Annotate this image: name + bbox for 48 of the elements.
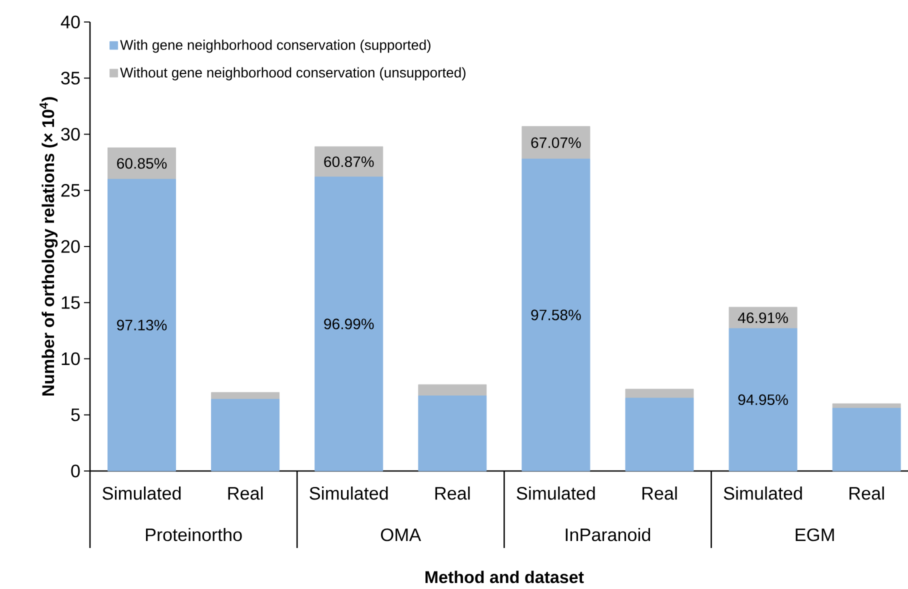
y-tick-label: 10 [62,352,80,366]
bar [625,398,694,472]
y-tick-label: 35 [61,72,80,84]
y-tick-label: 30 [61,128,80,141]
bar [108,147,176,180]
legend-label: Without gene neighborhood conservation (unsupported) [120,67,466,80]
annotation: 96.99% [324,318,374,330]
annotation: 60.85% [117,158,167,169]
y-axis-title: Number of orthology relations (× 10$^{4}$) [40,97,58,396]
bar [314,146,384,178]
x-tick-label: Simulated [310,486,388,500]
y-tick-label: 15 [62,296,80,309]
bar [108,178,176,472]
y-tick-label: 0 [71,464,80,478]
x-tick-label: Real [850,486,884,500]
text: InParanoid [566,528,650,542]
bar [418,384,487,396]
bar [418,396,487,472]
x-axis-title: Method and dataset [426,570,584,584]
annotation: 94.95% [738,394,788,406]
bar [832,408,901,472]
bar [211,398,280,472]
x-tick-label: Real [435,486,470,500]
bar [211,392,280,400]
annotation: 46.91% [738,312,788,324]
bar [314,176,384,472]
x-tick-label: Real [228,486,263,500]
text: Proteinortho [146,528,242,542]
bar [728,328,798,472]
x-tick-label: Real [642,486,677,500]
annotation: 67.07% [531,137,581,148]
x-tick-label: Simulated [516,486,595,500]
x-tick-label: Simulated [724,486,802,500]
y-tick-label: 40 [60,16,80,28]
y-tick-label: 20 [61,240,80,253]
x-tick-label: Simulated [102,486,181,500]
annotation: 97.58% [531,310,581,320]
bar [522,126,590,160]
bar [522,158,590,472]
y-tick-label: 5 [71,408,80,422]
annotation: 60.87% [324,156,374,168]
legend-label: With gene neighborhood conservation (supported) [120,40,430,53]
bar [832,403,901,408]
text: EGM [796,528,834,542]
bar [625,388,694,398]
text: OMA [380,528,422,542]
annotation: 97.13% [117,320,167,330]
y-tick-label: 25 [61,184,80,197]
